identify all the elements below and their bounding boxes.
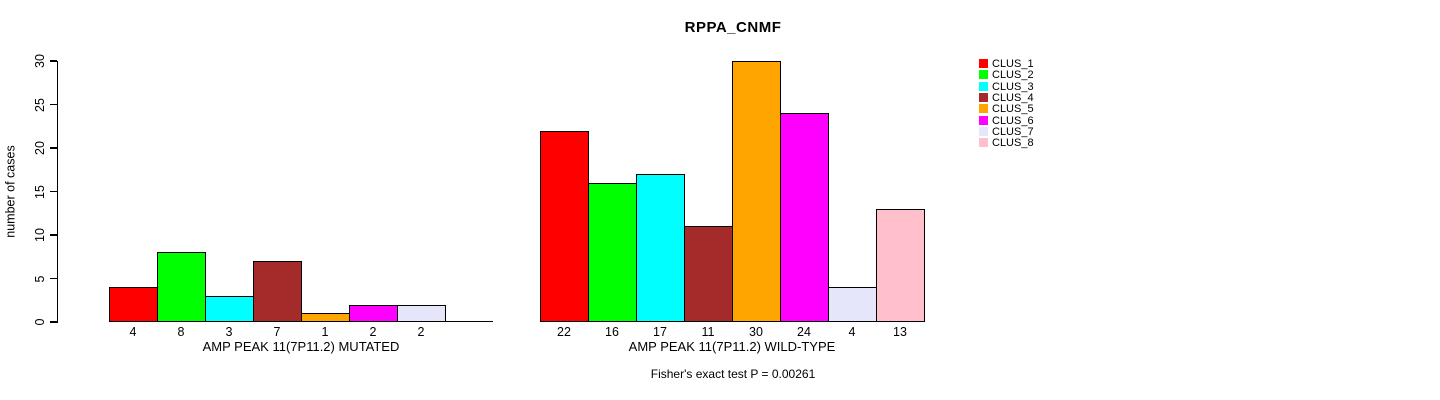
bar-value-label: 30 (749, 325, 763, 339)
legend-swatch-clus_2 (979, 70, 988, 80)
y-tick (50, 147, 57, 149)
bar-wild-type-clus_5 (732, 61, 781, 322)
legend-swatch-clus_4 (979, 92, 988, 102)
bar-mutated-clus_1 (109, 287, 158, 322)
x-axis-label-wild-type: AMP PEAK 11(7P11.2) WILD-TYPE (628, 339, 836, 354)
bar-value-label: 22 (557, 325, 571, 339)
y-tick (50, 321, 57, 323)
bar-value-label: 2 (417, 325, 425, 339)
bar-wild-type-clus_3 (636, 174, 685, 322)
bar-wild-type-clus_1 (540, 131, 589, 322)
legend-swatch-clus_5 (979, 104, 988, 114)
fisher-exact-test-note: Fisher's exact test P = 0.00261 (650, 367, 816, 381)
bar-value-label: 13 (893, 325, 907, 339)
legend-item-label: CLUS_5 (992, 103, 1034, 116)
y-axis-label: number of cases (3, 145, 18, 238)
legend-item-label: CLUS_4 (992, 91, 1034, 104)
bar-mutated-clus_4 (253, 261, 302, 322)
bar-mutated-clus_2 (157, 252, 206, 322)
y-tick (50, 103, 57, 106)
bar-value-label: 3 (225, 325, 233, 339)
y-tick (50, 60, 57, 62)
y-tick-label: 20 (33, 141, 47, 155)
legend-swatch-clus_3 (979, 81, 988, 91)
bar-value-label: 11 (701, 325, 715, 339)
y-tick (50, 277, 57, 280)
bar-value-label: 4 (848, 325, 856, 339)
legend-item-label: CLUS_2 (992, 69, 1034, 82)
legend-swatch-clus_7 (979, 126, 988, 136)
legend-item-label: CLUS_8 (992, 137, 1034, 150)
bar-mutated-clus_3 (205, 296, 254, 322)
y-tick-label: 30 (33, 54, 47, 68)
bar-value-label: 8 (177, 325, 185, 339)
bar-value-label: 1 (321, 325, 329, 339)
y-tick (50, 190, 57, 193)
bar-value-label: 4 (129, 325, 137, 339)
y-tick-label: 0 (33, 318, 47, 326)
legend-swatch-clus_6 (979, 115, 988, 125)
chart-title: RPPA_CNMF (684, 19, 782, 36)
bar-mutated-clus_7 (397, 305, 446, 322)
bar-value-label: 16 (605, 325, 619, 339)
y-tick-label: 10 (33, 228, 47, 242)
legend-item-label: CLUS_3 (992, 80, 1034, 93)
bar-value-label: 17 (653, 325, 667, 339)
legend-swatch-clus_1 (979, 59, 988, 68)
legend-item-label: CLUS_6 (992, 114, 1034, 127)
x-axis-label-mutated: AMP PEAK 11(7P11.2) MUTATED (202, 339, 400, 354)
bar-value-label: 7 (273, 325, 281, 339)
y-tick-label: 5 (33, 275, 47, 282)
bar-value-label: 24 (797, 325, 811, 339)
legend-item-label: CLUS_1 (992, 58, 1034, 70)
bar-wild-type-clus_7 (828, 287, 877, 322)
bar-mutated-clus_6 (349, 305, 398, 322)
bar-mutated-clus_5 (301, 313, 350, 322)
y-tick-label: 15 (33, 184, 47, 199)
bar-wild-type-clus_2 (588, 183, 637, 322)
y-tick-label: 25 (33, 97, 47, 112)
y-tick (50, 234, 57, 236)
legend-item-label: CLUS_7 (992, 125, 1034, 138)
bar-wild-type-clus_4 (684, 226, 733, 322)
bar-wild-type-clus_6 (780, 113, 829, 322)
bar-wild-type-clus_8 (876, 209, 925, 322)
y-axis-line (57, 60, 59, 323)
bar-value-label: 2 (369, 325, 377, 339)
legend-swatch-clus_8 (979, 138, 988, 148)
